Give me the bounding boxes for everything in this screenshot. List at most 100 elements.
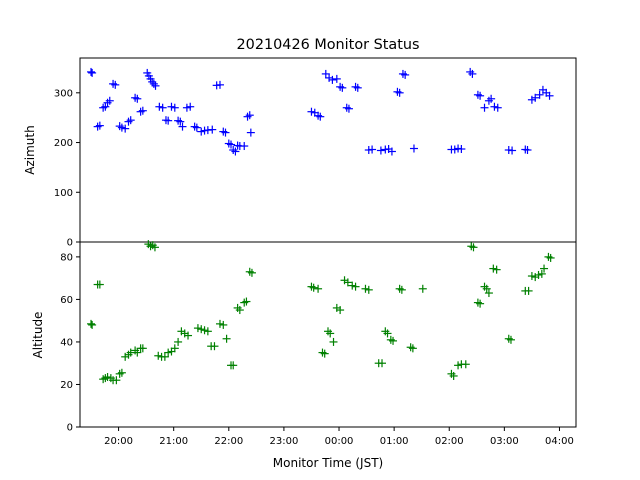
altitude-data-point [449, 371, 458, 380]
altitude-data-point [484, 289, 493, 298]
azimuth-data-point [192, 123, 201, 132]
altitude-data-point [320, 349, 329, 358]
altitude-data-point [329, 337, 338, 346]
altitude-data-point [133, 348, 142, 357]
azimuth-data-point [148, 77, 157, 86]
altitude-data-point [117, 368, 126, 377]
altitude-data-point [229, 361, 238, 370]
altitude-data-point [174, 337, 183, 346]
azimuth-data-point [240, 142, 249, 151]
azimuth-data-point [138, 106, 147, 115]
altitude-data-point [492, 265, 501, 274]
azimuth-series [87, 67, 554, 156]
altitude-data-point [378, 359, 387, 368]
altitude-data-point [527, 272, 536, 281]
azimuth-data-point [151, 81, 160, 90]
altitude-data-point [215, 319, 224, 328]
azimuth-y-tick-label: 200 [54, 138, 73, 149]
azimuth-data-point [245, 111, 254, 120]
azimuth-y-tick-label: 300 [54, 88, 73, 99]
azimuth-data-point [401, 70, 410, 79]
azimuth-data-point [149, 79, 158, 88]
altitude-data-point [524, 286, 533, 295]
altitude-data-point [197, 325, 206, 334]
azimuth-data-point [332, 74, 341, 83]
azimuth-data-point [197, 127, 206, 136]
azimuth-data-point [487, 94, 496, 103]
altitude-data-point [540, 264, 549, 273]
x-tick-label: 23:00 [269, 436, 298, 447]
x-tick-label: 01:00 [380, 436, 409, 447]
altitude-data-point [469, 243, 478, 252]
altitude-data-point [397, 285, 406, 294]
azimuth-data-point [231, 147, 240, 156]
azimuth-data-point [215, 80, 224, 89]
azimuth-data-point [208, 125, 217, 134]
azimuth-data-point [480, 103, 489, 112]
altitude-data-point [200, 326, 209, 335]
azimuth-data-point [88, 68, 97, 77]
azimuth-data-point [246, 128, 255, 137]
altitude-data-point [170, 344, 179, 353]
altitude-data-point [242, 297, 251, 306]
altitude-data-point [138, 344, 147, 353]
altitude-data-point [222, 334, 231, 343]
azimuth-data-point [328, 75, 337, 84]
x-tick-label: 20:00 [104, 436, 133, 447]
altitude-data-point [537, 269, 546, 278]
altitude-data-point [418, 284, 427, 293]
azimuth-data-point [117, 123, 126, 132]
altitude-data-point [476, 299, 485, 308]
altitude-data-point [235, 306, 244, 315]
altitude-data-point [336, 306, 345, 315]
azimuth-data-point [182, 103, 191, 112]
altitude-data-point [193, 324, 202, 333]
azimuth-y-axis: 0 100 200 300 [54, 88, 80, 249]
altitude-data-point [184, 331, 193, 340]
azimuth-data-point [338, 83, 347, 92]
x-axis-label: Monitor Time (JST) [273, 456, 383, 470]
chart-title: 20210426 Monitor Status [237, 37, 420, 53]
azimuth-axis-label: Azimuth [23, 125, 37, 174]
azimuth-data-point [344, 104, 353, 113]
altitude-plot-frame [79, 241, 577, 428]
altitude-data-point [361, 284, 370, 293]
altitude-axis-label: Altitude [31, 312, 45, 359]
azimuth-data-point [368, 145, 377, 154]
altitude-data-point [506, 335, 515, 344]
altitude-data-point [389, 336, 398, 345]
azimuth-data-point [105, 96, 114, 105]
altitude-data-point [150, 243, 159, 252]
azimuth-data-point [531, 93, 540, 102]
altitude-data-point [408, 344, 417, 353]
altitude-data-point [343, 278, 352, 287]
azimuth-data-point [476, 91, 485, 100]
azimuth-data-point [133, 94, 142, 103]
azimuth-data-point [164, 116, 173, 125]
azimuth-data-point [167, 102, 176, 111]
azimuth-data-point [170, 103, 179, 112]
altitude-data-point [351, 282, 360, 291]
altitude-y-tick-label: 20 [60, 380, 73, 391]
altitude-series [87, 240, 555, 385]
altitude-data-point [364, 285, 373, 294]
azimuth-y-tick-label: 100 [54, 188, 73, 199]
azimuth-data-point [155, 102, 164, 111]
azimuth-data-point [508, 146, 517, 155]
azimuth-data-point [527, 95, 536, 104]
azimuth-data-point [95, 121, 104, 130]
altitude-y-tick-label: 0 [67, 423, 73, 434]
azimuth-data-point [457, 145, 466, 154]
altitude-panel: 0 20 40 60 80 Altitude [31, 240, 577, 434]
altitude-data-point [326, 329, 335, 338]
azimuth-data-point [395, 88, 404, 97]
azimuth-data-point [186, 102, 195, 111]
altitude-data-point [482, 284, 491, 293]
azimuth-data-point [178, 122, 187, 131]
azimuth-data-point [126, 116, 135, 125]
altitude-data-point [247, 268, 256, 277]
x-tick-label: 21:00 [159, 436, 188, 447]
altitude-y-tick-label: 80 [60, 252, 73, 263]
